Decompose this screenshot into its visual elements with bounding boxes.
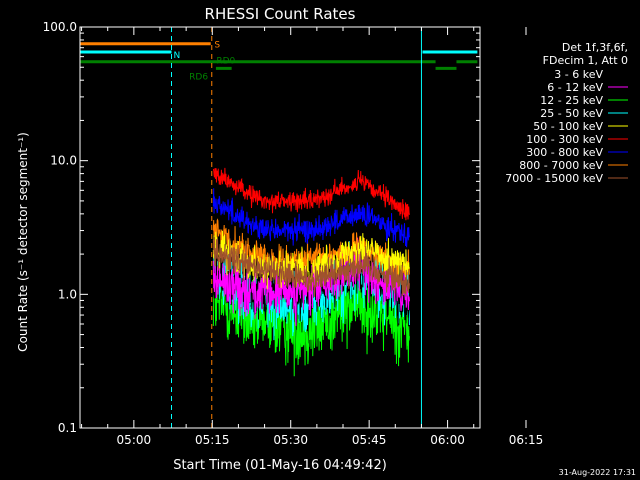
series-line (212, 188, 410, 248)
legend-label: 300 - 800 keV (526, 146, 603, 159)
series-curves (212, 167, 410, 377)
y-tick-label: 1.0 (58, 287, 77, 301)
y-tick-label: 10.0 (50, 154, 77, 168)
flag-label: S (214, 41, 220, 51)
x-axis-label: Start Time (01-May-16 04:49:42) (173, 458, 387, 473)
legend-header: Det 1f,3f,6f, (562, 41, 628, 54)
legend-label: 100 - 300 keV (526, 133, 603, 146)
flag-bars: S N RD0 RD6 (80, 41, 478, 82)
x-tick-label: 05:45 (352, 433, 387, 447)
legend-label: 800 - 7000 keV (519, 159, 603, 172)
vertical-markers (79, 27, 481, 428)
legend-header: FDecim 1, Att 0 (543, 54, 628, 67)
legend-label: 7000 - 15000 keV (505, 172, 603, 185)
legend-label: 6 - 12 keV (547, 81, 603, 94)
y-axis-label: Count Rate (s⁻¹ detector segment⁻¹) (16, 132, 30, 352)
x-tick-label: 06:00 (430, 433, 465, 447)
footer-timestamp: 31-Aug-2022 17:31 (559, 468, 636, 477)
series-line (212, 237, 410, 297)
x-tick-label: 05:15 (195, 433, 230, 447)
legend-label: 25 - 50 keV (540, 107, 603, 120)
y-tick-label: 0.1 (58, 421, 77, 435)
series-line (212, 245, 410, 377)
flag-label: RD0 (216, 57, 235, 67)
flag-label: RD6 (189, 72, 208, 82)
legend-label: 3 - 6 keV (554, 68, 603, 81)
chart-title: RHESSI Count Rates (205, 5, 356, 23)
x-tick-label: 05:00 (117, 433, 152, 447)
plot-frame (79, 26, 481, 429)
y-tick-label: 100.0 (43, 20, 77, 34)
x-tick-label: 06:15 (509, 433, 544, 447)
flag-label: N (174, 51, 181, 61)
series-line (212, 167, 410, 221)
x-tick-label: 05:30 (273, 433, 308, 447)
legend-label: 50 - 100 keV (533, 120, 603, 133)
legend-label: 12 - 25 keV (540, 94, 603, 107)
axes: 0.1 1.0 10.0 100.0 05:00 05:15 05:30 05:45 06:00… (43, 20, 544, 447)
